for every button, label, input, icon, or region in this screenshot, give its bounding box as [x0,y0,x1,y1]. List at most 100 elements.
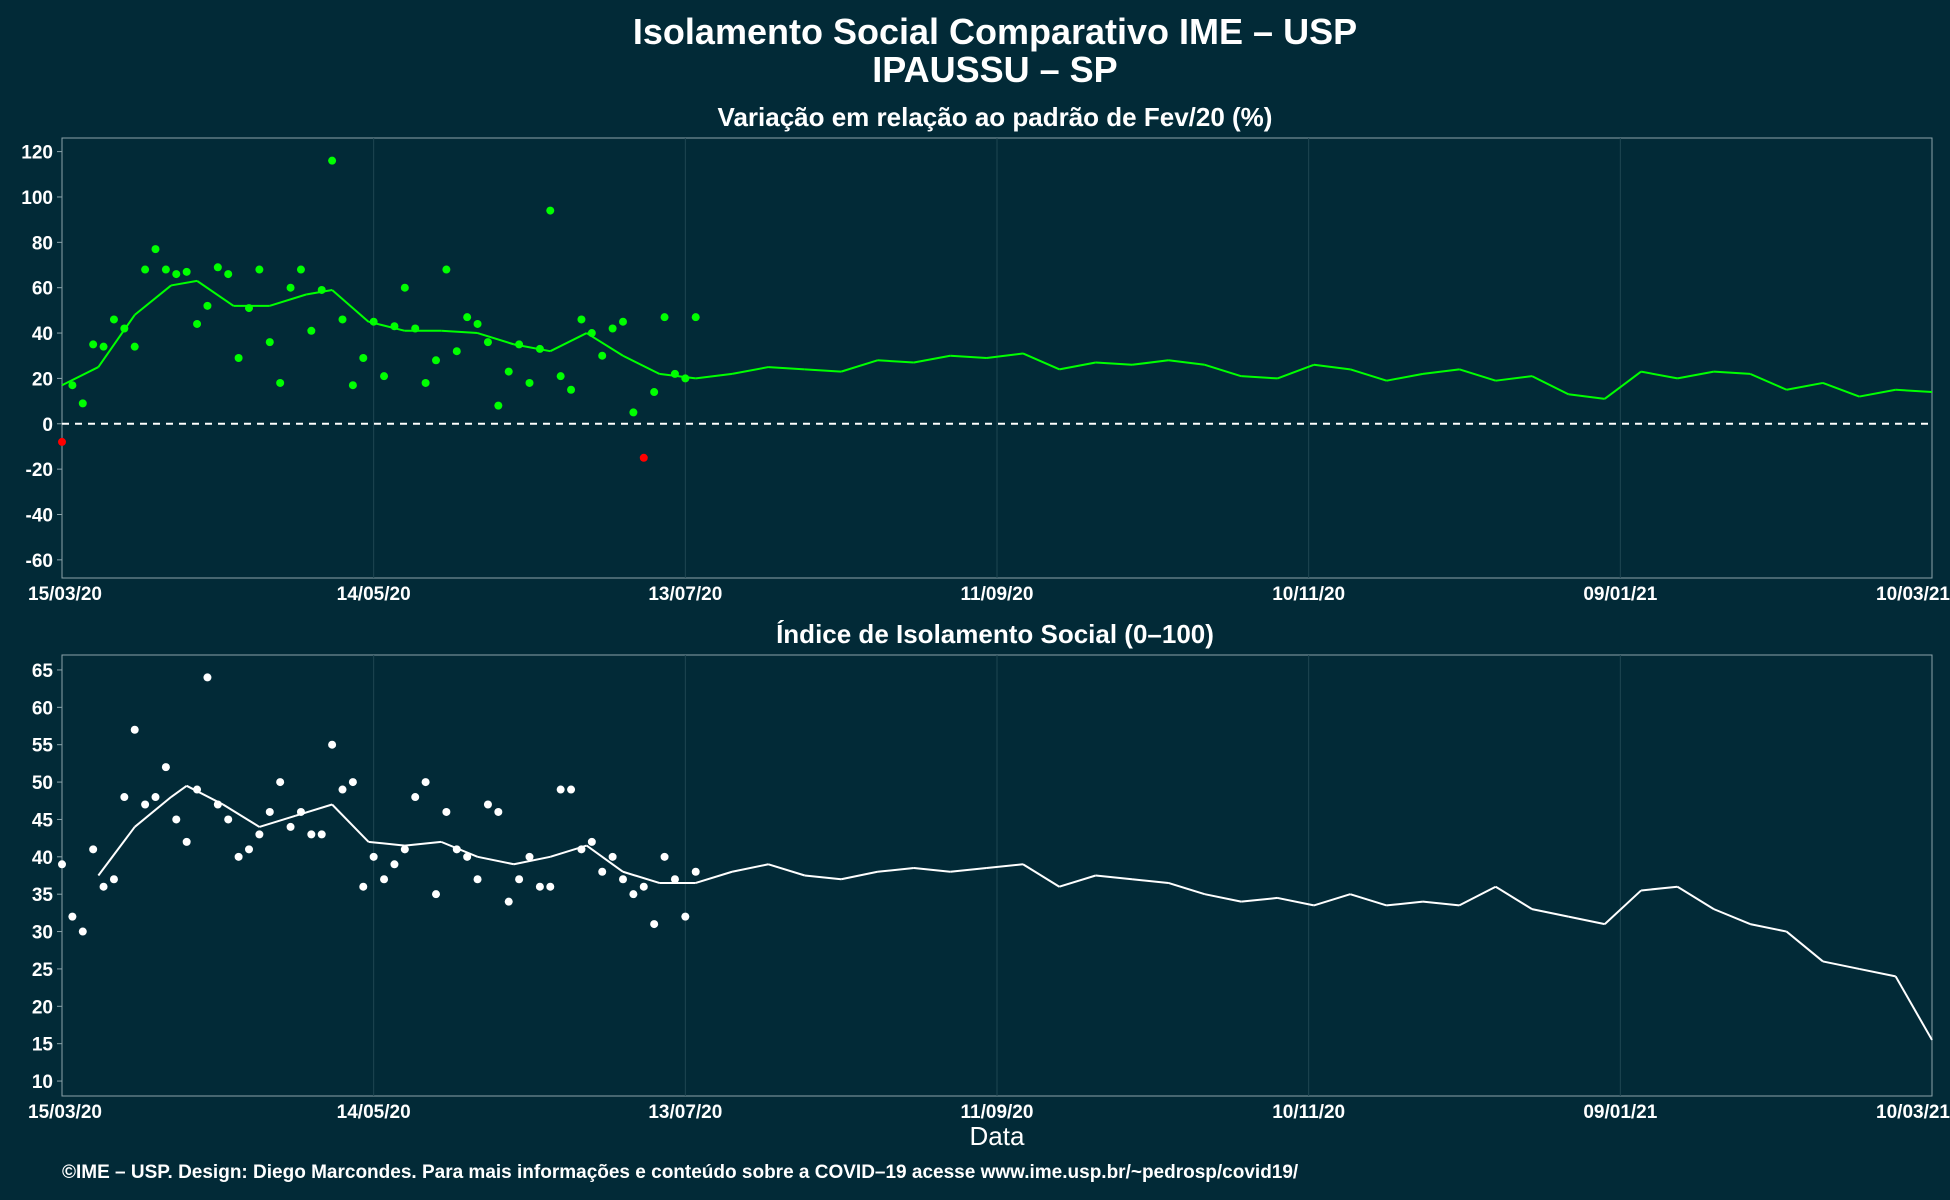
data-point [681,912,690,921]
data-point [369,317,378,326]
data-point [172,270,181,279]
data-point [234,852,243,861]
data-point [432,356,440,365]
data-point [89,340,98,349]
data-point [525,852,534,861]
data-point [587,837,596,846]
trend-line-segment [134,284,172,316]
data-point [338,315,347,324]
y-tick-label: 10 [32,1072,53,1093]
data-point [483,338,492,347]
data-point [629,408,638,417]
data-point [670,369,679,378]
trend-line-segment [1641,885,1678,892]
trend-line-segment [840,870,878,881]
data-point [328,740,337,749]
x-tick-label: 10/11/20 [1272,1102,1345,1123]
data-point [639,882,648,891]
y-tick-label: 65 [32,661,54,682]
data-point [608,852,617,861]
data-point [546,206,555,215]
main-title-line2: IPAUSSU – SP [872,49,1117,90]
variation-panel: 15/03/20 14/05/20 13/07/20 11/09/20 10/11/20… [21,137,1950,605]
trend-line-segment [622,354,660,375]
trend-line-segment [222,803,260,828]
data-point [473,875,482,884]
trend-line-segment [441,329,478,335]
data-point [296,265,305,274]
trend-line-segment [331,803,370,843]
data-point [234,354,243,362]
data-point [141,265,150,274]
data-point [328,156,337,165]
trend-line-segment [950,354,987,359]
data-point [432,890,440,899]
x-tick-label: 15/03/20 [28,1102,102,1123]
data-point [286,283,295,292]
trend-line-segment [1713,370,1751,375]
trend-line-segment [986,863,1024,870]
data-point [130,725,139,734]
trend-line-segment [1713,908,1751,926]
trend-line-segment [731,366,769,375]
x-tick-label: 10/11/20 [1272,584,1345,605]
y-tick-label: 60 [32,279,53,300]
data-point [463,313,472,322]
trend-line-segment [731,863,769,873]
y-tick-label: 40 [32,848,53,869]
trend-line-segment [1168,359,1205,366]
y-tick-label: 60 [32,698,53,719]
trend-line-segment [1204,363,1242,378]
data-point [421,778,430,787]
x-tick-label: 11/09/20 [961,584,1034,605]
data-point [338,785,347,794]
trend-line-segment [1749,372,1787,391]
data-point [307,326,316,335]
y-tick-label: -20 [26,460,53,481]
y-tick-label: 50 [32,773,53,794]
trend-line-segment [1895,388,1933,394]
data-point [556,372,565,381]
data-point [245,845,253,854]
trend-line-segment [1241,896,1278,903]
trend-line-segment [1241,375,1278,380]
trend-line-segment [1386,372,1424,382]
data-point [515,875,524,884]
data-point [546,882,555,891]
trend-line-segment [1168,882,1206,896]
data-point [58,860,66,869]
data-point [442,807,451,816]
data-point [400,845,409,854]
y-tick-label: 30 [32,923,53,944]
data-point [567,385,576,394]
trend-line-segment [368,840,405,847]
x-tick-label: 09/01/21 [1583,1102,1657,1123]
data-point [224,270,233,279]
trend-line-segment [913,867,951,873]
y-tick-label: -60 [26,551,53,572]
y-tick-label: 35 [32,885,54,906]
data-point [99,882,108,891]
data-point [670,875,679,884]
trend-line-segment [1749,923,1787,933]
y-tick-label: 80 [32,233,53,254]
data-point [120,324,129,333]
data-point [380,875,389,884]
trend-line-segment [877,359,914,364]
trend-line-segment [97,826,136,877]
trend-line-segment [170,784,188,798]
trend-line-segment [134,796,172,828]
data-point [68,912,77,921]
data-point [245,304,253,313]
data-point [286,822,295,831]
data-point [452,347,461,356]
trend-line-segment [1894,975,1933,1041]
trend-line-segment [695,372,733,380]
y-tick-label: 0 [42,415,53,436]
data-point [494,807,503,816]
data-point [535,344,544,353]
trend-line-segment [1386,900,1424,907]
data-point [598,867,607,876]
trend-line-segment [804,874,842,881]
trend-line-segment [804,368,842,373]
